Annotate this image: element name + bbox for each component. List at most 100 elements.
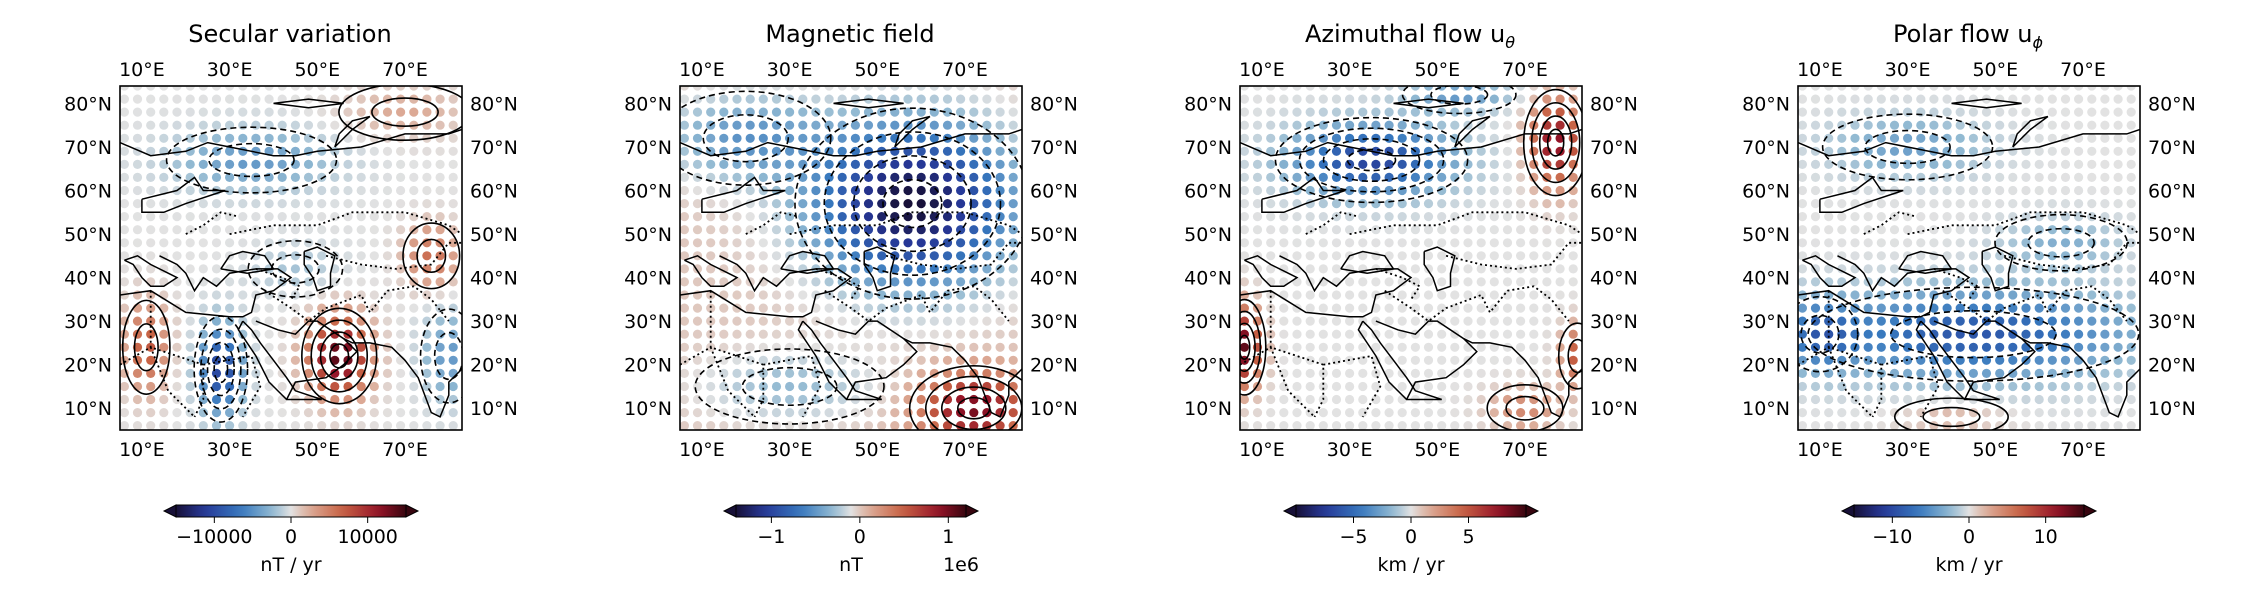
data-dot (706, 225, 716, 235)
data-dot (719, 394, 729, 405)
data-dot (995, 303, 1005, 313)
data-dot (771, 290, 782, 300)
data-dot (1502, 146, 1513, 156)
data-dot (1942, 185, 1952, 196)
data-dot (448, 316, 458, 326)
data-dot (2047, 185, 2057, 196)
data-dot (890, 421, 900, 430)
data-dot (435, 159, 445, 169)
y-tick-label-left: 40°N (624, 268, 672, 290)
data-dot (120, 107, 129, 117)
data-dot (343, 107, 353, 117)
data-dot (785, 199, 795, 209)
data-dot (1798, 408, 1807, 418)
contour-line (165, 126, 338, 194)
data-dot (942, 303, 953, 313)
data-dot (132, 107, 143, 117)
data-dot (1798, 172, 1807, 182)
data-dot (680, 199, 689, 209)
country-border (745, 211, 799, 235)
contour-line (416, 238, 447, 274)
data-dot (2100, 329, 2110, 339)
data-dot (1240, 185, 1249, 196)
data-dot (1397, 159, 1407, 169)
data-dot (1292, 408, 1302, 418)
data-dot (172, 329, 182, 339)
data-dot (916, 94, 926, 104)
data-dot (396, 355, 406, 365)
data-dot (1240, 225, 1249, 235)
data-dot (1450, 86, 1460, 91)
data-dot (1292, 94, 1302, 104)
data-dot (1810, 94, 1821, 104)
data-dot (1437, 329, 1447, 339)
data-dot (1810, 120, 1821, 130)
data-dot (771, 408, 782, 418)
contour-line (1567, 338, 1582, 374)
data-dot (890, 172, 900, 182)
data-dot (1423, 303, 1434, 313)
data-dot (1837, 120, 1847, 130)
data-dot (2074, 225, 2084, 235)
data-dot (1384, 159, 1394, 169)
data-dot (1942, 303, 1952, 313)
data-dot (409, 303, 419, 313)
data-dot (132, 94, 143, 104)
data-dot (2126, 225, 2136, 235)
data-dot (903, 421, 913, 430)
data-dot (303, 120, 314, 130)
data-dot (1292, 368, 1302, 378)
data-dot (863, 146, 874, 156)
data-dot (290, 212, 300, 222)
data-dot (290, 381, 300, 392)
data-dot (1955, 303, 1965, 313)
data-dot (719, 277, 729, 287)
y-tick-label-right: 50°N (1590, 224, 1638, 246)
data-dot (1410, 86, 1420, 91)
data-dot (1903, 146, 1913, 156)
data-dot (356, 185, 366, 196)
data-dot (1968, 86, 1978, 91)
data-dot (824, 86, 834, 91)
data-dot (2074, 159, 2084, 169)
data-dot (811, 185, 821, 196)
y-tick-label-right: 30°N (470, 311, 518, 333)
data-dot (1489, 355, 1499, 365)
data-dot (1955, 86, 1965, 91)
data-dot (1968, 94, 1978, 104)
data-dot (890, 159, 900, 169)
data-dot (1529, 303, 1539, 313)
data-dot (2008, 408, 2018, 418)
data-dot (1555, 238, 1565, 248)
data-dot (185, 264, 195, 274)
data-dot (850, 368, 861, 378)
data-dot (2126, 107, 2136, 117)
data-dot (382, 159, 393, 169)
data-dot (2074, 355, 2084, 365)
data-dot (982, 185, 992, 196)
colorbar-label: km / yr (1935, 554, 2002, 576)
data-dot (448, 251, 458, 261)
data-dot (1423, 238, 1434, 248)
data-dot (1410, 159, 1420, 169)
data-dot (2126, 277, 2136, 287)
data-dot (409, 355, 419, 365)
data-dot (1489, 238, 1499, 248)
data-dot (264, 86, 274, 91)
data-dot (1502, 342, 1513, 352)
data-dot (172, 225, 182, 235)
data-dot (680, 394, 689, 405)
data-dot (132, 238, 143, 248)
data-dot (1489, 133, 1499, 143)
data-dot (211, 120, 222, 130)
y-tick-label-right: 20°N (1590, 355, 1638, 377)
data-dot (1555, 316, 1565, 326)
data-dot (1371, 199, 1381, 209)
data-dot (1345, 225, 1355, 235)
data-dot (798, 368, 808, 378)
country-border (185, 211, 239, 235)
data-dot (396, 185, 406, 196)
data-dot (1955, 133, 1965, 143)
data-dot (995, 264, 1005, 274)
data-dot (1981, 381, 1992, 392)
